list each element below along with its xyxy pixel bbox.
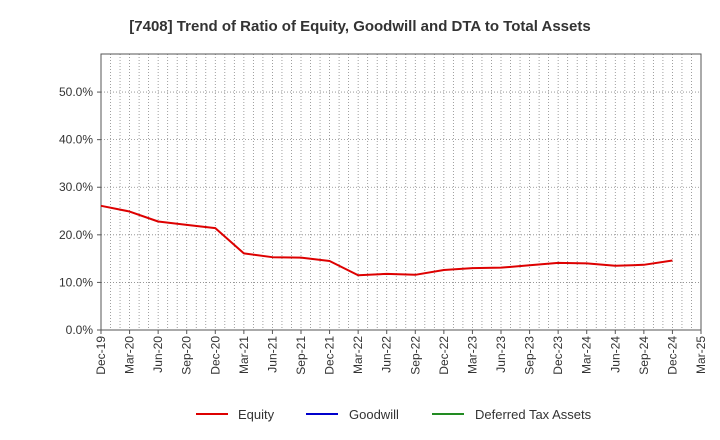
x-tick-label: Mar-23 [465,336,479,374]
x-tick-label: Mar-22 [351,336,365,374]
x-tick-label: Sep-23 [523,336,537,375]
y-tick-label: 30.0% [59,180,93,194]
x-axis: Dec-19 Mar-20 Jun-20 Sep-20 Dec-20 Mar-21 Jun-… [94,330,708,375]
x-tick-label: Mar-21 [237,336,251,374]
y-tick-label: 10.0% [59,275,93,289]
x-tick-label: Jun-21 [265,336,279,373]
y-tick-label: 0.0% [66,323,94,337]
series-line-equity [100,204,673,277]
x-tick-label: Mar-25 [694,336,708,374]
legend-label: Goodwill [349,407,399,422]
x-tick-label: Sep-22 [408,336,422,375]
x-tick-label: Jun-24 [608,336,622,373]
x-tick-label: Sep-21 [294,336,308,375]
x-tick-label: Jun-20 [151,336,165,373]
x-tick-label: Dec-22 [437,336,451,375]
chart-title: [7408] Trend of Ratio of Equity, Goodwil… [129,18,590,35]
x-tick-label: Sep-24 [637,336,651,375]
x-tick-label: Dec-24 [665,336,679,375]
x-tick-label: Dec-21 [323,336,337,375]
x-tick-label: Jun-22 [380,336,394,373]
legend: Equity Goodwill Deferred Tax Assets [196,407,592,422]
grid [101,54,701,330]
y-tick-label: 20.0% [59,228,93,242]
x-tick-label: Mar-24 [580,336,594,374]
x-tick-label: Dec-23 [551,336,565,375]
series-layer [100,204,673,277]
x-tick-label: Sep-20 [180,336,194,375]
x-tick-label: Mar-20 [123,336,137,374]
y-axis: 0.0% 10.0% 20.0% 30.0% 40.0% 50.0% [59,85,101,337]
x-tick-label: Dec-19 [94,336,108,375]
plot-area [100,53,702,331]
x-tick-label: Jun-23 [494,336,508,373]
y-tick-label: 40.0% [59,133,93,147]
y-tick-label: 50.0% [59,85,93,99]
x-tick-label: Dec-20 [208,336,222,375]
legend-label: Deferred Tax Assets [475,407,592,422]
legend-label: Equity [238,407,275,422]
